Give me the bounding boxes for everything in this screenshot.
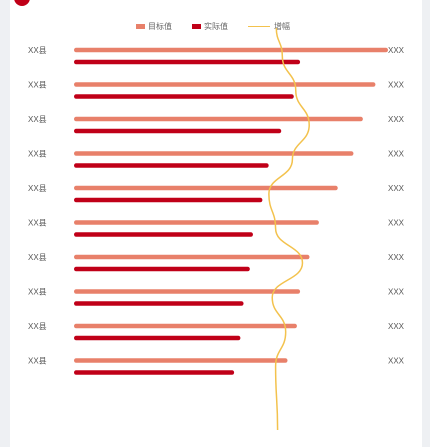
value-label: XXX (388, 322, 405, 331)
legend-label-plan: 目标值 (148, 21, 172, 31)
chart-legend: 目标值 实际值 增幅 (136, 20, 310, 32)
bar-plan[interactable] (74, 289, 301, 294)
bar-actual[interactable] (74, 59, 301, 65)
bar-actual[interactable] (74, 370, 235, 375)
bar-plan[interactable] (74, 185, 338, 191)
value-label: XXX (388, 184, 405, 193)
category-label: XX县 (28, 288, 47, 297)
value-label: XXX (388, 253, 405, 262)
chart-card: 目标值 实际值 增幅 XX县 XX县 XX县 XX县 XX县 XX县 XX县 XX县 XX县 XX… (10, 0, 422, 447)
value-label: XXX (388, 357, 405, 366)
category-label: XX县 (28, 219, 47, 228)
bar-plan[interactable] (74, 254, 310, 260)
legend-item-actual[interactable]: 实际值 (192, 21, 228, 32)
category-label: XX县 (28, 81, 47, 90)
legend-swatch-actual (192, 23, 201, 29)
value-label: XXX (388, 115, 405, 124)
bar-actual[interactable] (74, 232, 253, 237)
brand-icon (14, 0, 30, 6)
bar-actual[interactable] (74, 128, 282, 134)
trend-line-group (268, 27, 310, 431)
bar-plan[interactable] (74, 220, 319, 225)
bar-actual[interactable] (74, 301, 244, 306)
bar-plan[interactable] (74, 82, 376, 87)
bar-plan[interactable] (74, 151, 354, 156)
bar-actual[interactable] (74, 335, 241, 341)
value-label: XXX (388, 46, 405, 55)
bar-actual[interactable] (74, 266, 250, 272)
bar-actual[interactable] (74, 163, 269, 168)
category-label: XX县 (28, 184, 47, 193)
category-label: XX县 (28, 357, 47, 366)
category-label: XX县 (28, 322, 47, 331)
legend-item-line[interactable]: 增幅 (248, 21, 290, 32)
value-label: XXX (388, 288, 405, 297)
value-label: XXX (388, 81, 405, 90)
value-label: XXX (388, 219, 405, 228)
legend-swatch-line (248, 25, 270, 27)
card-header (10, 0, 422, 8)
category-label: XX县 (28, 253, 47, 262)
legend-swatch-plan (136, 23, 145, 29)
bar-plan[interactable] (74, 323, 297, 329)
bar-actual[interactable] (74, 94, 294, 99)
category-label: XX县 (28, 46, 47, 55)
value-labels: XXX XXX XXX XXX XXX XXX XXX XXX XXX XXX (388, 46, 405, 366)
value-label: XXX (388, 150, 405, 159)
category-label: XX县 (28, 150, 47, 159)
bars-group (74, 47, 388, 375)
bar-actual[interactable] (74, 197, 263, 203)
trend-line[interactable] (268, 27, 310, 431)
category-labels: XX县 XX县 XX县 XX县 XX县 XX县 XX县 XX县 XX县 XX县 (28, 46, 47, 366)
bar-plan[interactable] (74, 47, 388, 53)
legend-label-actual: 实际值 (204, 21, 228, 31)
legend-item-plan[interactable]: 目标值 (136, 21, 172, 32)
bar-plan[interactable] (74, 358, 288, 363)
category-label: XX县 (28, 115, 47, 124)
legend-label-line: 增幅 (274, 21, 290, 31)
bar-plan[interactable] (74, 116, 363, 122)
